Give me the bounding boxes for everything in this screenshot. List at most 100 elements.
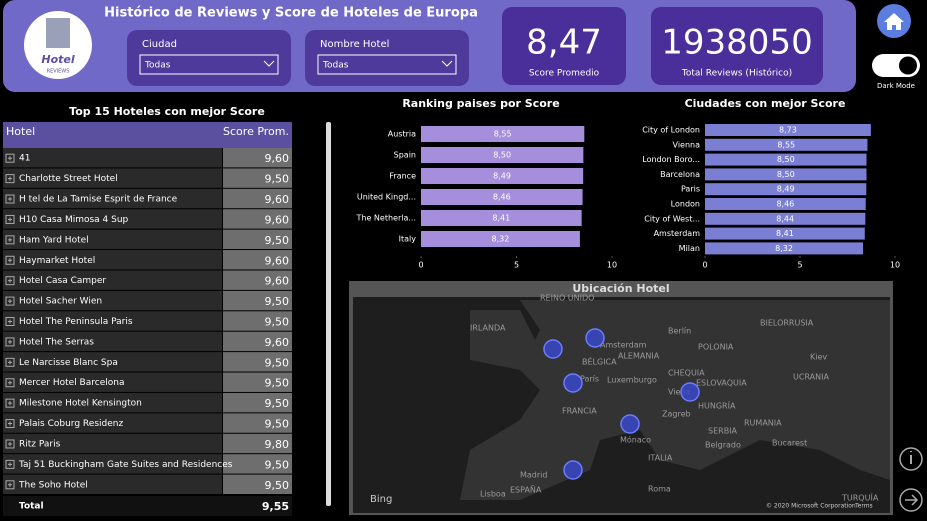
value-label: 8,50 — [493, 151, 511, 160]
total-row — [3, 496, 292, 516]
scrollbar[interactable] — [326, 122, 331, 506]
expand-icon — [5, 153, 15, 163]
bar — [705, 227, 865, 240]
logo-subtext: REVIEWS — [47, 69, 70, 75]
hotel-score: 9,50 — [265, 356, 290, 369]
expand-icon-plus — [8, 237, 12, 242]
expand-icon-plus — [8, 462, 12, 467]
y-tick-label: Vienna — [673, 140, 701, 149]
map-marker[interactable] — [585, 328, 605, 348]
y-tick-label: United Kingd... — [357, 193, 416, 202]
map-label: ESLOVAQUIA — [696, 379, 747, 388]
expand-icon — [5, 235, 15, 245]
hotel-score: 9,60 — [265, 152, 290, 165]
map-marker[interactable] — [563, 460, 583, 480]
next-icon — [905, 494, 919, 506]
map-marker[interactable] — [543, 339, 563, 359]
hotel-name: Mercer Hotel Barcelona — [19, 378, 124, 388]
score-cell — [223, 474, 292, 494]
x-tick-label: 0 — [418, 261, 423, 270]
map-label: SERBIA — [708, 427, 738, 436]
map-label: FRANCIA — [562, 407, 597, 416]
hotel-score: 9,60 — [265, 336, 290, 349]
page-title: Histórico de Reviews y Score de Hoteles … — [104, 6, 478, 21]
value-label: 8,41 — [492, 214, 510, 223]
map-label: Ámsterdam — [600, 339, 647, 350]
toggle-label: Dark Mode — [877, 82, 915, 90]
hotel-score: 9,50 — [265, 234, 290, 247]
map-terms[interactable]: Terms — [854, 503, 873, 510]
dropdown[interactable] — [139, 54, 279, 75]
hotel-name: Hotel Casa Camper — [19, 276, 106, 286]
info-button[interactable] — [899, 447, 923, 471]
hotel-score: 9,60 — [265, 213, 290, 226]
dropdown-arrow — [441, 60, 453, 67]
total-label: Total — [19, 502, 44, 512]
map-label: HUNGRÍA — [698, 400, 736, 411]
value-label: 8,46 — [776, 200, 794, 209]
hotel-name: Hotel Sacher Wien — [19, 297, 102, 307]
hotel-name: H tel de La Tamise Esprit de France — [19, 195, 178, 205]
map-marker[interactable] — [620, 414, 640, 434]
map-label: UCRANIA — [793, 373, 829, 382]
hotel-name: Taj 51 Buckingham Gate Suites and Reside… — [18, 460, 233, 470]
value-label: 8,46 — [493, 193, 511, 202]
home-icon — [884, 13, 904, 30]
value-label: 8,32 — [775, 244, 793, 253]
map-label: RUMANIA — [744, 419, 782, 428]
expand-icon-plus — [8, 278, 12, 283]
bar — [421, 231, 580, 247]
bar — [421, 189, 583, 205]
map-label: BIELORRUSIA — [760, 319, 814, 328]
y-tick-label: Spain — [394, 151, 416, 160]
expand-icon — [5, 419, 15, 429]
value-label: 8,50 — [777, 170, 795, 179]
expand-icon-plus — [8, 258, 12, 263]
hotel-score: 9,80 — [265, 438, 290, 451]
map-label: REINO UNIDO — [540, 294, 594, 303]
map-marker[interactable] — [563, 373, 583, 393]
dropdown-arrow — [263, 60, 275, 67]
column-header: Score Prom. — [223, 125, 289, 138]
bar — [705, 198, 866, 210]
value-label: 8,44 — [776, 214, 794, 223]
y-tick-label: Amsterdam — [654, 229, 701, 238]
score-cell — [223, 148, 292, 168]
kpi-card — [502, 7, 626, 85]
hotel-score: 9,60 — [265, 275, 290, 288]
y-tick-label: London — [671, 200, 700, 209]
y-tick-label: Barcelona — [660, 170, 700, 179]
map-label: Bucarest — [772, 439, 807, 448]
table-row — [3, 454, 222, 474]
map-label: Zagreb — [662, 410, 691, 419]
map-label: POLONIA — [698, 343, 734, 352]
x-tick-label: 10 — [890, 261, 900, 270]
kpi-value: 1938050 — [661, 23, 812, 63]
score-cell — [223, 270, 292, 290]
map-marker[interactable] — [680, 382, 700, 402]
score-cell — [223, 168, 292, 188]
hotel-score: 9,60 — [265, 254, 290, 267]
map-label: Luxemburgo — [607, 376, 657, 385]
hotel-score: 9,50 — [265, 295, 290, 308]
value-label: 8,50 — [777, 155, 795, 164]
dropdown-value: Todas — [322, 61, 349, 71]
table-row — [3, 290, 222, 311]
score-cell — [223, 209, 292, 229]
map-label: CHEQUIA — [668, 369, 705, 378]
map-label: BÉLGICA — [582, 356, 617, 367]
next-button[interactable] — [899, 488, 923, 512]
expand-icon-plus — [8, 339, 12, 344]
value-label: 8,73 — [779, 126, 797, 135]
map-label: Kiev — [810, 353, 827, 362]
bar — [421, 126, 585, 142]
filter-label: Nombre Hotel — [320, 39, 389, 50]
hotel-name: Milestone Hotel Kensington — [19, 399, 142, 409]
expand-icon-plus — [8, 299, 12, 304]
map-attribution: © 2020 Microsoft Corporation — [766, 503, 856, 510]
bar — [705, 168, 867, 181]
table-row — [3, 209, 222, 229]
dropdown[interactable] — [317, 54, 457, 75]
x-tick-label: 0 — [702, 261, 707, 270]
score-cell — [223, 311, 292, 331]
